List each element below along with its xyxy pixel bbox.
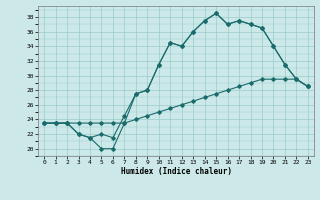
- X-axis label: Humidex (Indice chaleur): Humidex (Indice chaleur): [121, 167, 231, 176]
